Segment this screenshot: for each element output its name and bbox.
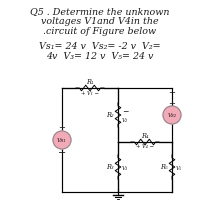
Text: −: − [122,107,128,116]
Text: R₁: R₁ [86,78,94,86]
Text: + V₄ −: + V₄ − [136,144,154,150]
Text: V₃: V₃ [122,166,128,171]
Text: Vs₁: Vs₁ [57,138,67,143]
Text: Q5 . Determine the unknown: Q5 . Determine the unknown [30,7,170,16]
Text: R₄: R₄ [141,132,149,140]
Text: .circuit of Figure below: .circuit of Figure below [43,27,157,36]
Text: −: − [58,148,66,158]
Text: R₃: R₃ [106,163,114,171]
Text: −: − [168,89,176,98]
Text: voltages V1and V4in the: voltages V1and V4in the [41,17,159,26]
Circle shape [53,131,71,149]
Text: V₅: V₅ [176,166,182,171]
Text: +: + [59,123,65,132]
Text: + V₁ −: + V₁ − [81,91,99,95]
Text: Vs₁= 24 v  Vs₂= -2 v  V₂=: Vs₁= 24 v Vs₂= -2 v V₂= [39,42,161,51]
Text: R₅: R₅ [160,163,168,171]
Text: Vs₂: Vs₂ [167,113,177,117]
Text: V₂: V₂ [122,117,128,122]
Circle shape [163,106,181,124]
Text: R₂: R₂ [106,111,114,119]
Text: +: + [169,98,175,107]
Text: 4v  V₃= 12 v  V₅= 24 v: 4v V₃= 12 v V₅= 24 v [46,52,154,61]
